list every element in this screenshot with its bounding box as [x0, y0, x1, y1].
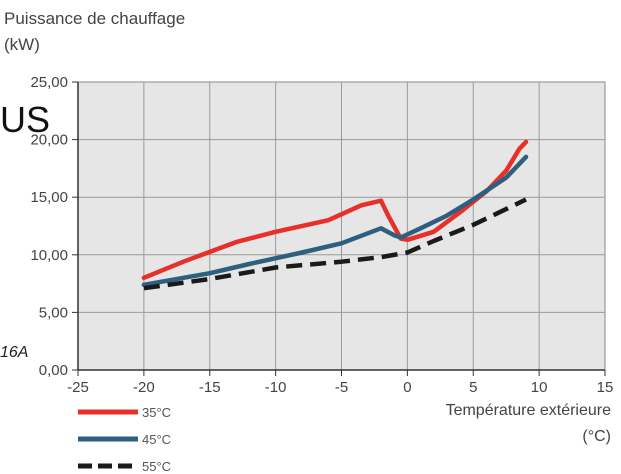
y-tick-label: 20,00	[30, 132, 68, 149]
overlay-text-fragment: US	[0, 99, 50, 140]
y-tick-label: 25,00	[30, 74, 68, 91]
y-tick-label: 15,00	[30, 189, 68, 206]
x-axis-label-line1: Température extérieure	[446, 402, 612, 419]
model-text-fragment: 16A	[0, 344, 28, 361]
y-tick-label: 5,00	[39, 304, 68, 321]
y-tick-label: 10,00	[30, 247, 68, 264]
y-axis-label-line1: Puissance de chauffage	[4, 9, 185, 28]
legend-label-3: 55°C	[142, 459, 171, 474]
x-tick-label: 0	[403, 379, 411, 396]
y-tick-label: 0,00	[39, 362, 68, 379]
series-line-1	[141, 139, 529, 281]
legend: 35°C 45°C 55°C	[78, 405, 171, 474]
legend-label-1: 35°C	[142, 405, 171, 420]
x-axis-label-line2: (°C)	[582, 428, 611, 445]
y-axis-label-line2: (kW)	[4, 35, 40, 54]
x-tick-label: -10	[265, 379, 287, 396]
series-line-3	[143, 197, 527, 291]
x-tick-label: 10	[531, 379, 548, 396]
x-tick-label: -15	[199, 379, 221, 396]
x-tick-label: 15	[597, 379, 614, 396]
x-tick-label: 5	[469, 379, 477, 396]
x-tick-label: -20	[133, 379, 155, 396]
series-line-2	[141, 154, 529, 288]
x-tick-label: -5	[335, 379, 348, 396]
legend-label-2: 45°C	[142, 432, 171, 447]
x-tick-label: -25	[67, 379, 89, 396]
